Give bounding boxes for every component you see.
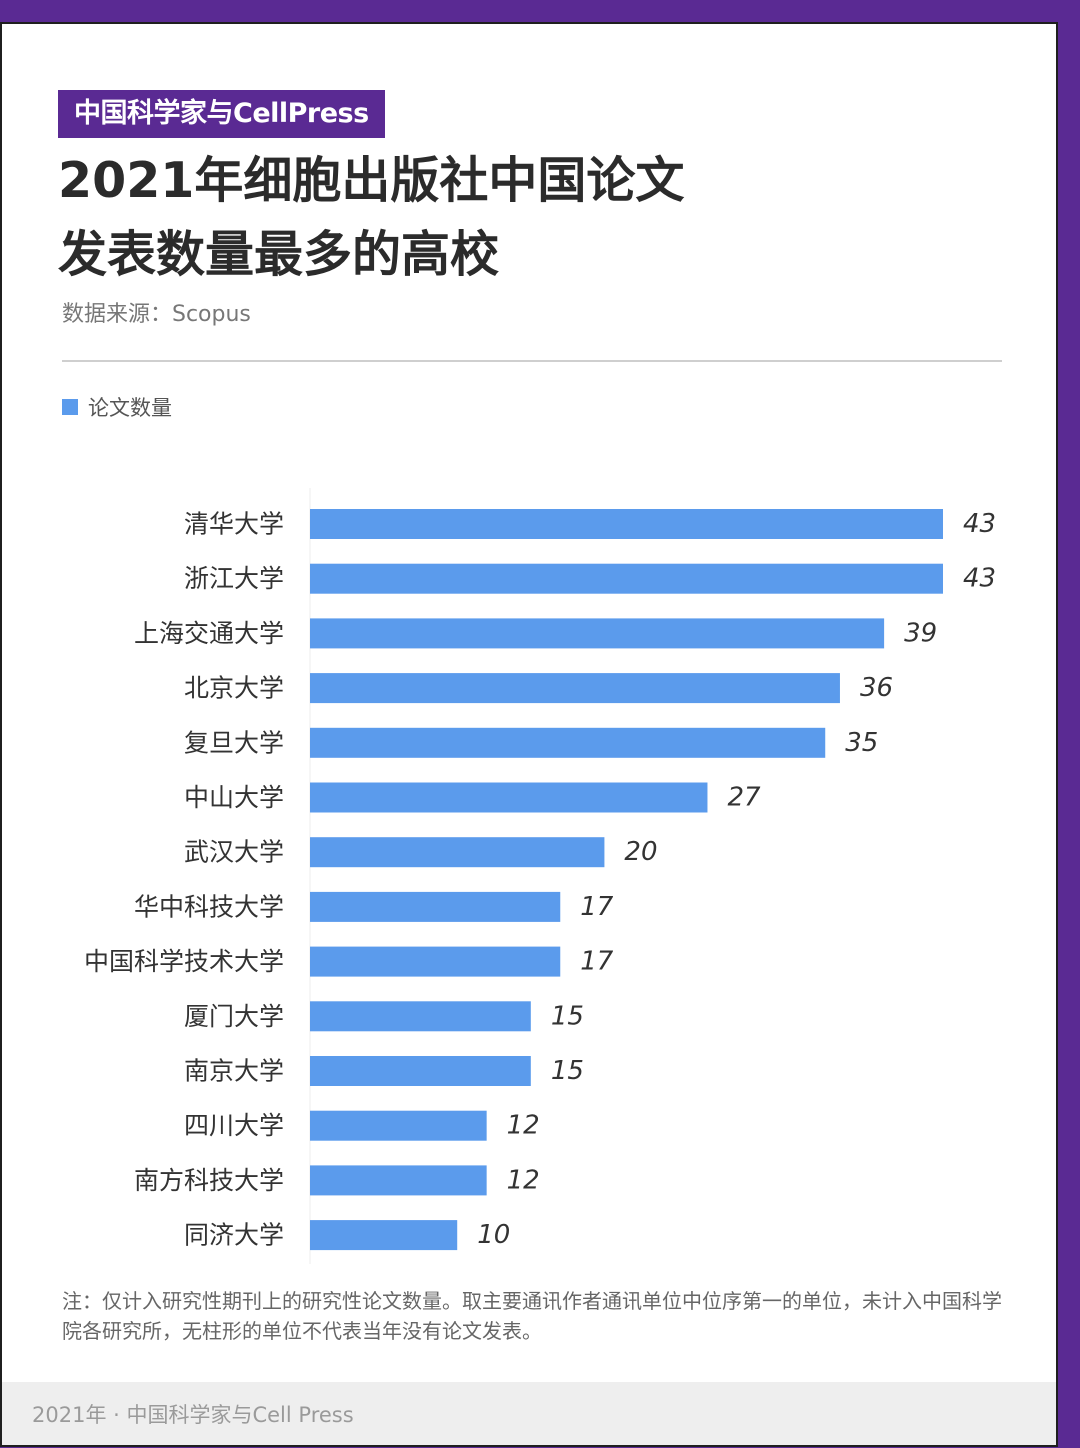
category-label: 南方科技大学 [134, 1166, 284, 1195]
value-label: 12 [507, 1111, 540, 1141]
category-label: 厦门大学 [184, 1002, 284, 1031]
legend-swatch [62, 399, 78, 415]
category-label: 复旦大学 [184, 728, 284, 757]
bar [310, 618, 885, 649]
bar-chart: 清华大学 43 浙江大学 43 上海交通大学 39 北京大学 36 复旦大学 35 中山大学 27 武汉… [84, 488, 996, 1264]
category-label: 上海交通大学 [134, 619, 284, 648]
footnote: 注：仅计入研究性期刊上的研究性论文数量。取主要通讯作者通讯单位中位序第一的单位，… [62, 1289, 1002, 1343]
value-label: 36 [860, 673, 893, 703]
bar [310, 563, 943, 594]
value-label: 27 [727, 783, 761, 813]
value-label: 43 [963, 509, 996, 539]
footer-bar: 2021年 · 中国科学家与Cell Press [2, 1382, 1056, 1445]
value-label: 12 [507, 1165, 540, 1195]
category-label: 清华大学 [184, 510, 284, 539]
category-label: 中山大学 [184, 783, 284, 812]
bar [310, 1110, 487, 1141]
value-label: 43 [963, 564, 996, 594]
category-label: 中国科学技术大学 [84, 947, 284, 976]
bar [310, 782, 708, 813]
value-label: 17 [580, 892, 614, 922]
category-label: 同济大学 [184, 1221, 284, 1250]
footer-text: 2021年 · 中国科学家与Cell Press [32, 1403, 354, 1427]
infographic-card: 中国科学家与CellPress 2021年细胞出版社中国论文 发表数量最多的高校… [0, 22, 1058, 1447]
header-divider [62, 360, 1002, 362]
category-label: 武汉大学 [184, 838, 284, 867]
category-label: 华中科技大学 [134, 892, 284, 921]
bar [310, 946, 561, 977]
bar [310, 837, 605, 868]
chart-legend: 论文数量 [62, 392, 172, 422]
value-label: 39 [904, 618, 937, 648]
data-source: 数据来源：Scopus [62, 302, 251, 327]
value-label: 17 [580, 947, 614, 977]
page-title: 2021年细胞出版社中国论文 发表数量最多的高校 [58, 144, 958, 292]
brand-tag: 中国科学家与CellPress [58, 90, 385, 138]
title-line-1: 2021年细胞出版社中国论文 [58, 152, 685, 209]
bar [310, 509, 943, 539]
category-label: 四川大学 [184, 1111, 284, 1140]
category-label: 南京大学 [184, 1057, 284, 1086]
legend-label: 论文数量 [88, 396, 172, 420]
value-label: 35 [845, 728, 878, 758]
bar [310, 1165, 487, 1196]
title-line-2: 发表数量最多的高校 [58, 226, 500, 283]
bar [310, 673, 840, 704]
bar [310, 891, 561, 922]
bar [310, 1056, 531, 1086]
bar [310, 1220, 458, 1251]
value-label: 20 [624, 837, 657, 867]
bar [310, 1001, 531, 1032]
category-label: 北京大学 [184, 674, 284, 703]
value-label: 10 [477, 1220, 510, 1250]
category-label: 浙江大学 [184, 564, 284, 593]
bar [310, 727, 826, 758]
value-label: 15 [551, 1001, 584, 1031]
value-label: 15 [551, 1056, 584, 1086]
